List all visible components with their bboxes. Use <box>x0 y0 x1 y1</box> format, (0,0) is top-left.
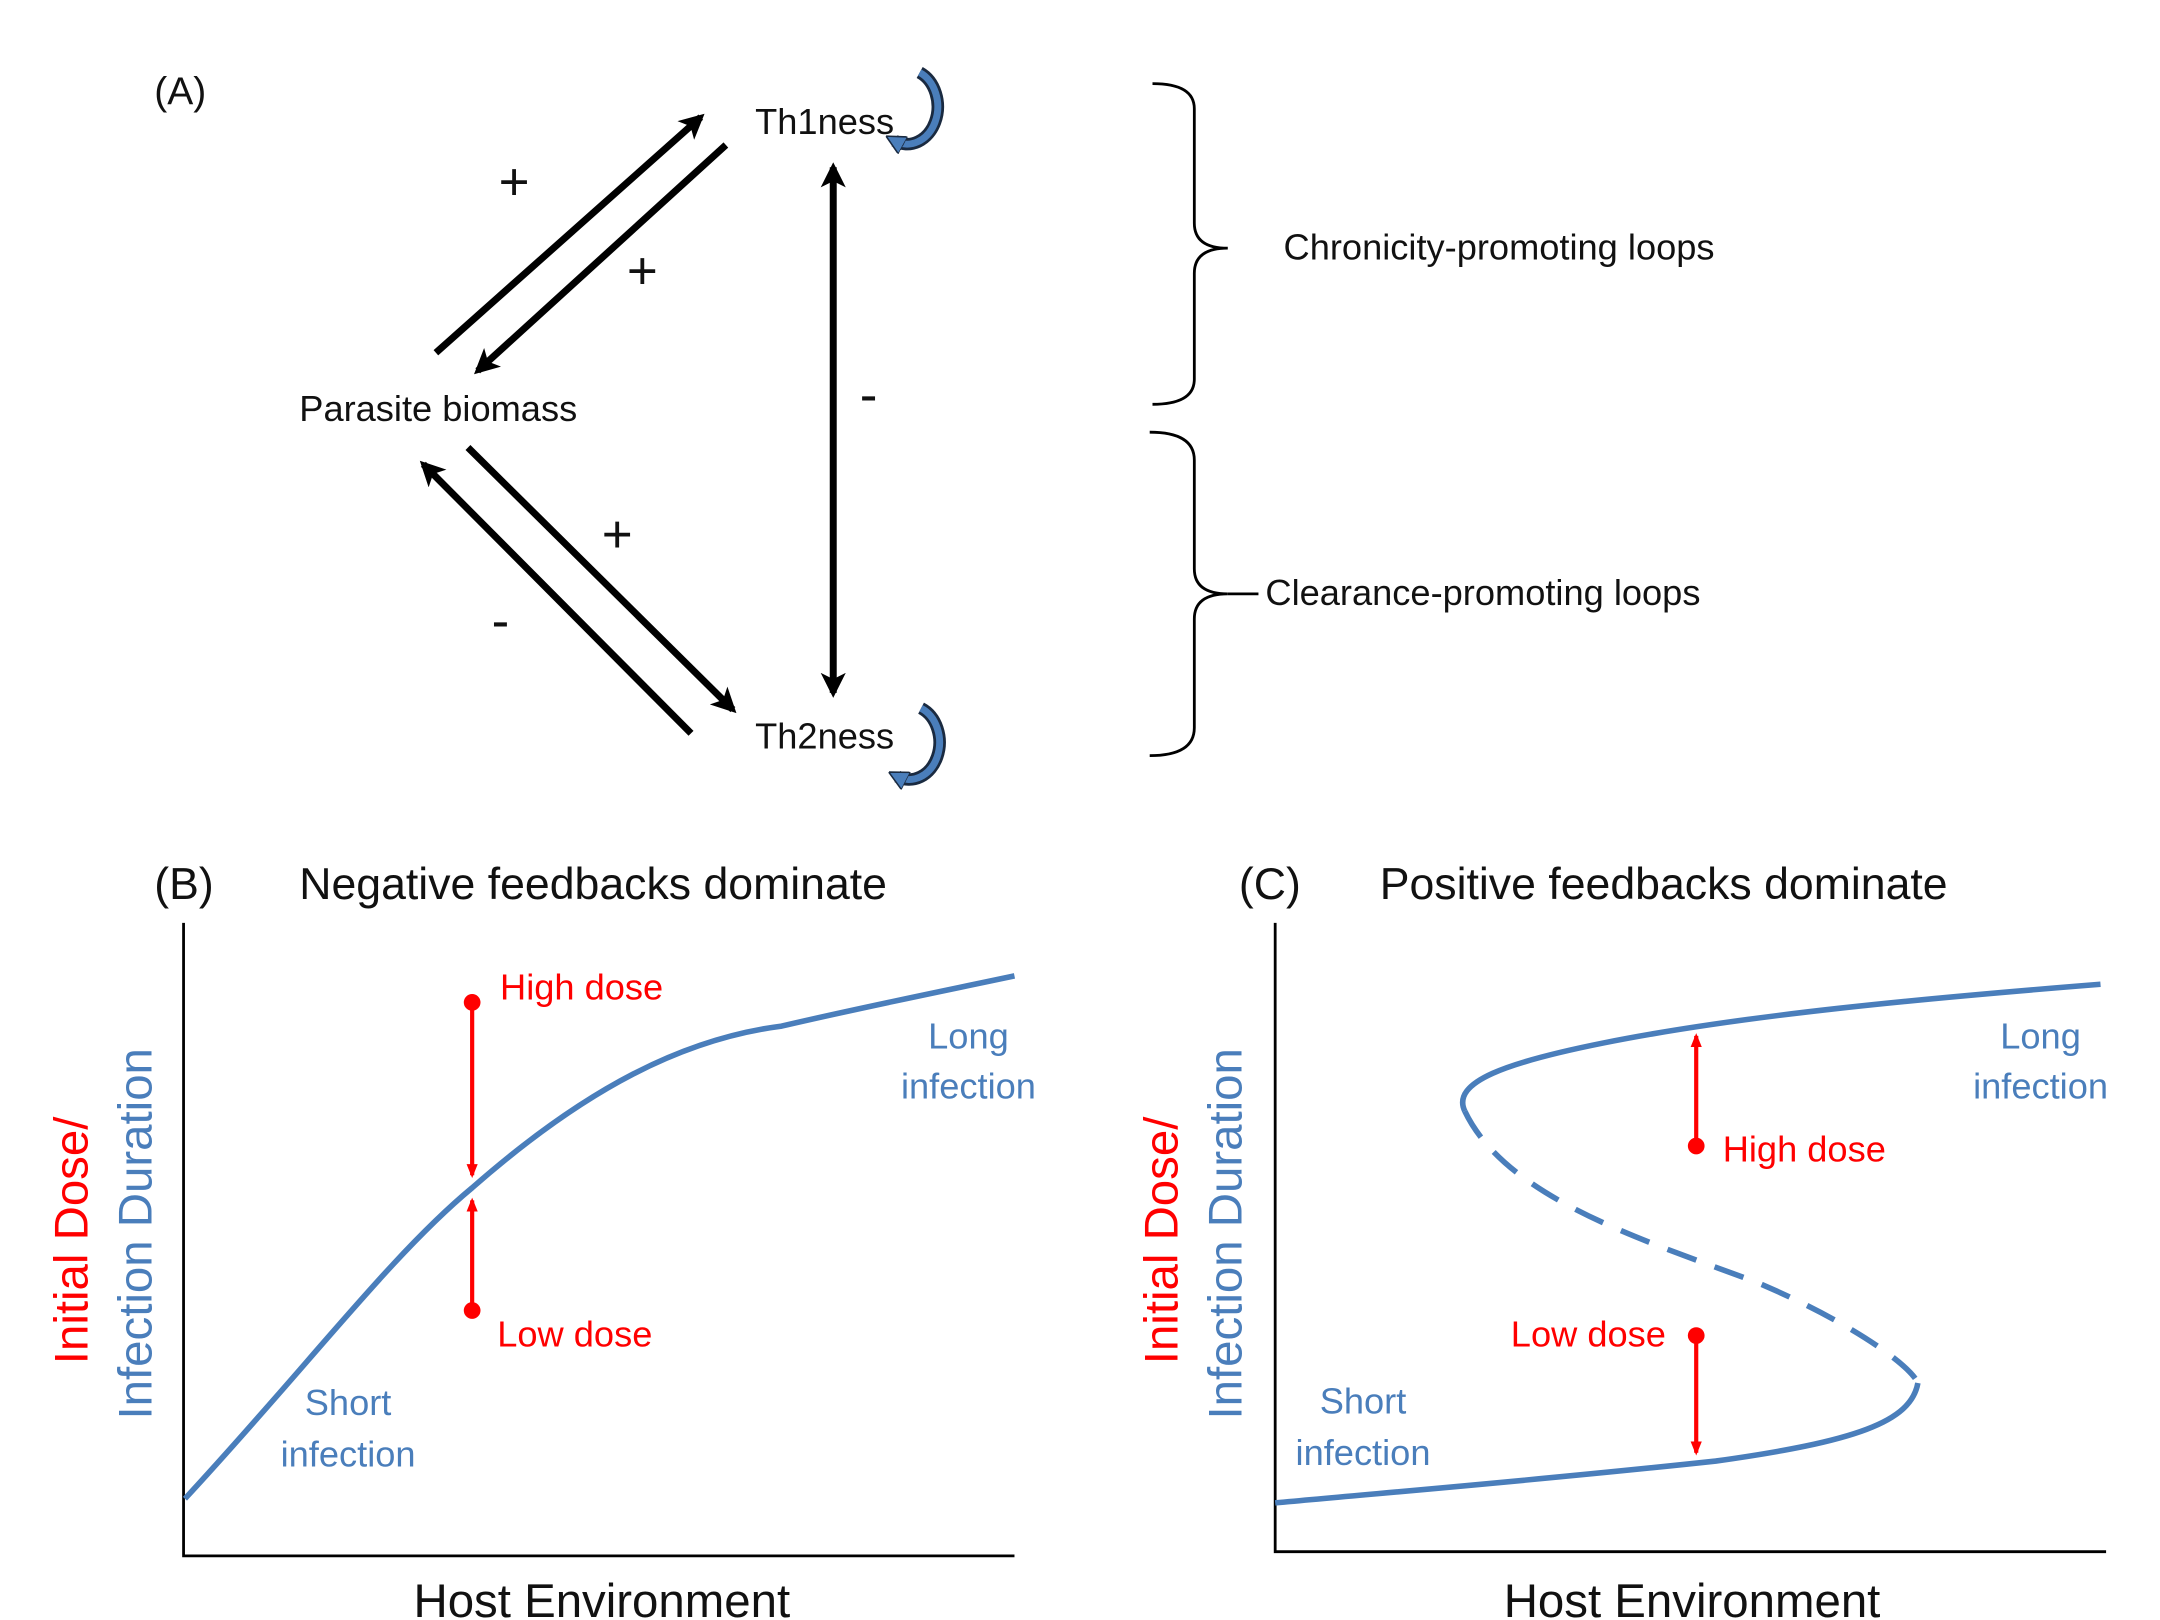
panel-b-axes <box>182 922 1015 1558</box>
arrow-parasite-to-th2 <box>465 445 737 714</box>
bracket-clearance <box>1149 430 1228 758</box>
sign-th1-th2: - <box>860 366 878 425</box>
panel-b-ylabel-dose: Initial Dose/ <box>45 1116 98 1364</box>
arrow-parasite-to-th1 <box>433 113 705 356</box>
panel-c-ylabel-duration: Infection Duration <box>1200 1048 1253 1419</box>
bracket-chronicity-label: Chronicity-promoting loops <box>1284 226 1715 267</box>
panel-c-label: (C) <box>1239 860 1301 909</box>
arrow-th1-to-parasite <box>474 142 729 375</box>
panel-b-ylabel-duration: Infection Duration <box>109 1048 162 1419</box>
panel-b-short-label-1: Short <box>305 1382 392 1423</box>
panel-c-title: Positive feedbacks dominate <box>1380 860 1948 909</box>
panel-b-long-label-2: infection <box>901 1066 1036 1107</box>
node-parasite-biomass: Parasite biomass <box>299 388 577 429</box>
panel-c-long-label-1: Long <box>2000 1015 2081 1056</box>
node-th2ness: Th2ness <box>755 716 894 757</box>
panel-b-short-label-2: infection <box>281 1434 416 1475</box>
panel-b-long-label-1: Long <box>928 1015 1009 1056</box>
panel-c-short-label-2: infection <box>1296 1432 1431 1473</box>
sign-parasite-to-th2: + <box>602 505 633 564</box>
panel-b-label: (B) <box>154 860 213 909</box>
panel-b-curve <box>182 973 1016 1501</box>
sign-parasite-to-th1: + <box>499 152 530 211</box>
arrow-th2-to-parasite <box>419 460 694 736</box>
panel-c-low-dose-label: Low dose <box>1511 1314 1666 1355</box>
svg-text:Initial Dose/ Infectio: Initial Dose/ Infection Duration <box>1136 1048 1253 1419</box>
panel-c-ylabel-dose: Initial Dose/ <box>1136 1116 1189 1364</box>
panel-c-xlabel: Host Environment <box>1504 1575 1881 1620</box>
panel-c-low-dose-marker <box>1687 1327 1705 1344</box>
panel-c-unstable-branch <box>1462 1109 1921 1385</box>
panel-a-label: (A) <box>154 71 206 114</box>
panel-c-high-dose-label: High dose <box>1723 1128 1886 1169</box>
sign-th1-to-parasite: + <box>627 242 658 301</box>
panel-c-axes <box>1273 922 2107 1554</box>
panel-c: (C) Positive feedbacks dominate Host Env… <box>1136 860 2108 1620</box>
node-th1ness: Th1ness <box>755 101 894 142</box>
panel-b-title: Negative feedbacks dominate <box>299 860 887 909</box>
panel-b-high-dose-label: High dose <box>500 967 663 1008</box>
panel-c-high-dose-marker <box>1687 1137 1705 1155</box>
bracket-chronicity <box>1152 82 1228 406</box>
bracket-clearance-label: Clearance-promoting loops <box>1265 572 1700 613</box>
panel-b-low-dose-label: Low dose <box>497 1314 652 1355</box>
panel-c-short-label-1: Short <box>1320 1381 1407 1422</box>
panel-a: (A) Th1ness Th2ness Parasite biomass + +… <box>154 67 1715 780</box>
panel-c-lower-branch <box>1274 1382 1921 1506</box>
svg-text:Initial Dose/ Infectio: Initial Dose/ Infection Duration <box>45 1048 162 1419</box>
sign-th2-to-parasite: - <box>492 592 510 651</box>
panel-b-xlabel: Host Environment <box>413 1575 790 1620</box>
panel-c-long-label-2: infection <box>1973 1066 2108 1107</box>
panel-c-upper-branch <box>1460 981 2101 1113</box>
panel-b: (B) Negative feedbacks dominate Host Env… <box>45 860 1036 1620</box>
